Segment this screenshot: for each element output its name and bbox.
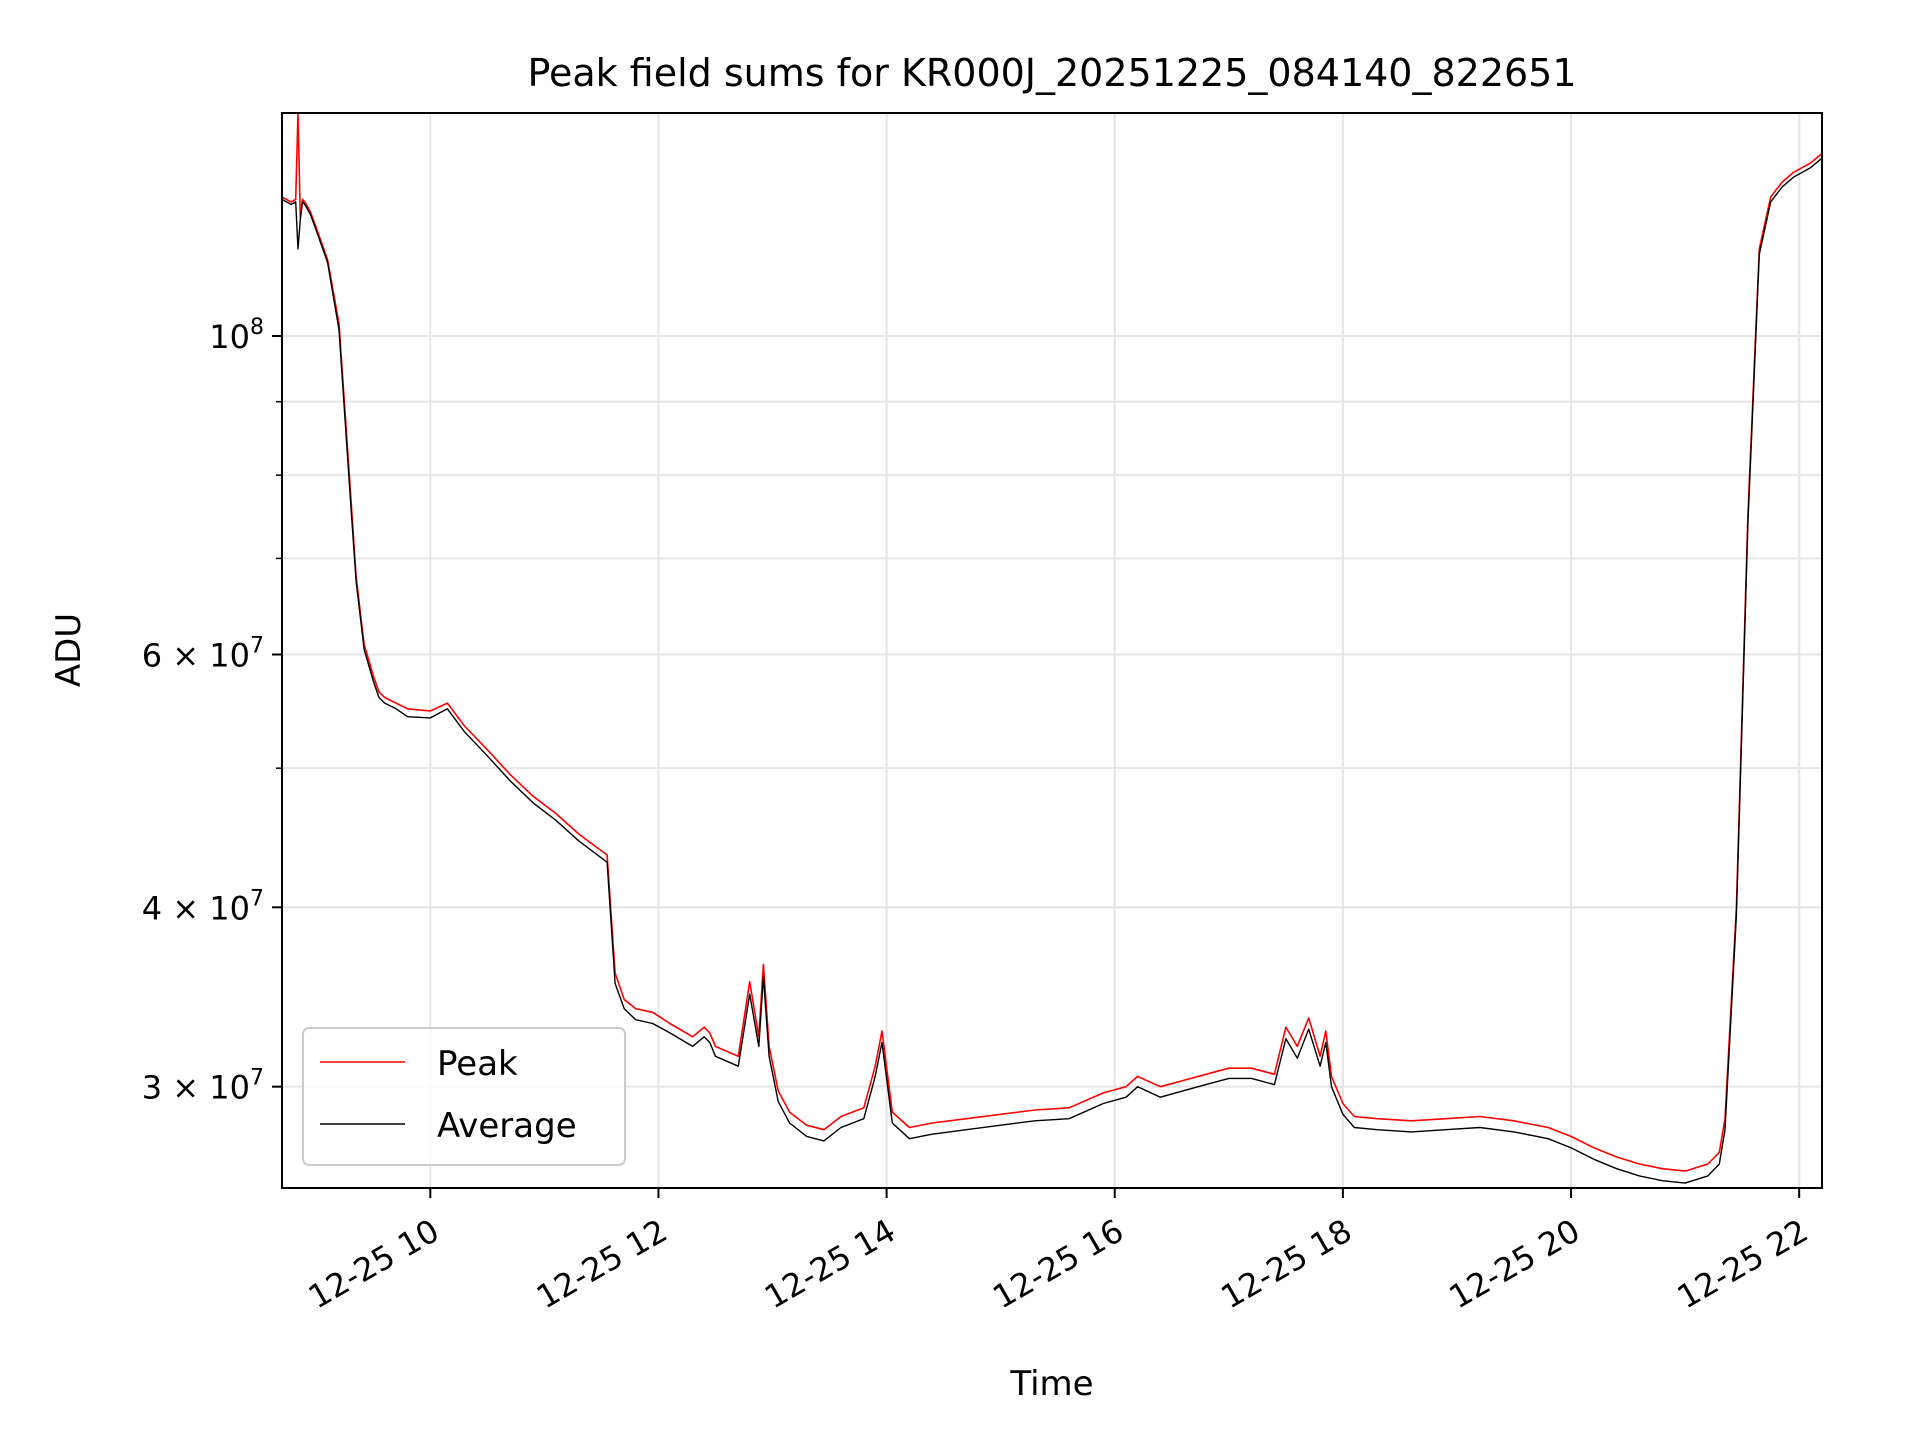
y-tick-label-exponent: 8 — [250, 315, 264, 340]
y-tick-label: 6 × 107 — [142, 634, 264, 675]
y-axis-label: ADU — [49, 613, 89, 687]
x-axis-label: Time — [1009, 1364, 1093, 1404]
y-tick-label: 4 × 107 — [142, 886, 264, 927]
y-tick-label-base: 4 × 10 — [142, 889, 250, 927]
grid-lines — [282, 113, 1822, 1188]
y-tick-label-exponent: 7 — [250, 634, 264, 659]
y-tick-label: 108 — [209, 315, 264, 356]
series-line-peak — [281, 112, 1823, 1172]
y-tick-label-exponent: 7 — [250, 1066, 264, 1091]
y-tick-label-base: 3 × 10 — [142, 1069, 250, 1107]
series-group — [281, 112, 1823, 1184]
chart-title: Peak field sums for KR000J_20251225_0841… — [527, 51, 1576, 95]
y-tick-label: 3 × 107 — [142, 1066, 264, 1107]
y-tick-label-base: 10 — [209, 318, 250, 356]
y-tick-label-base: 6 × 10 — [142, 637, 250, 675]
legend: Peak Average — [302, 1027, 626, 1166]
series-line-average — [281, 157, 1823, 1184]
legend-label-peak: Peak — [437, 1044, 518, 1084]
legend-label-average: Average — [437, 1106, 577, 1146]
plot-frame — [281, 112, 1823, 1189]
y-tick-label-exponent: 7 — [250, 886, 264, 911]
